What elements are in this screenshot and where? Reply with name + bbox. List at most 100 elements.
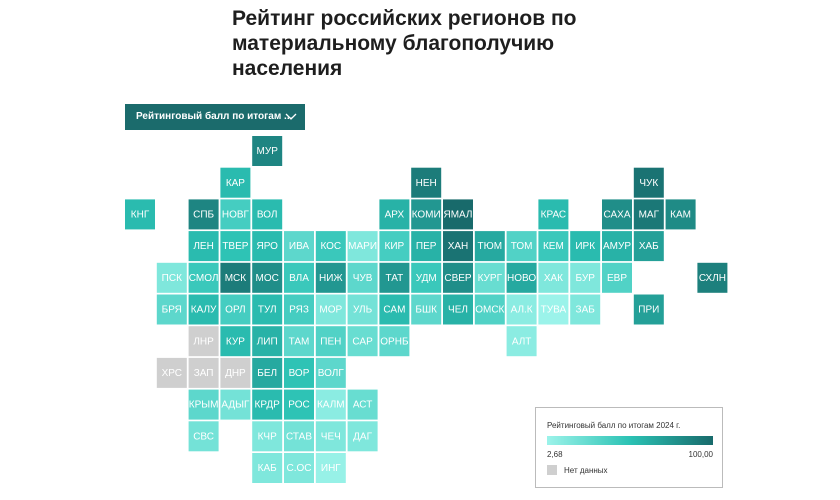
region-label: ПСК [162,273,182,284]
region-tile [633,231,664,262]
region-tile [474,231,505,262]
region-label: ОМСК [475,305,504,316]
region-label: СВЕР [444,273,472,284]
region-tile [411,262,442,293]
region-label: ОРЛ [225,305,245,316]
region-label: ЯМАЛ [443,210,472,221]
region-label: ЧУК [639,178,658,189]
region-label: ХАК [544,273,563,284]
region-tile [506,262,537,293]
region-label: ДАГ [353,431,372,442]
region-label: КАР [226,178,245,189]
region-tile [188,421,219,452]
region-label: АМУР [603,241,631,252]
region-label: МСК [225,273,247,284]
region-label: ИВА [289,241,310,252]
region-label: КУРГ [478,273,503,284]
region-tile [188,357,219,388]
legend-max: 100,00 [689,450,714,459]
region-label: ПРИ [638,305,659,316]
region-tile [156,357,187,388]
region-tile [252,262,283,293]
region-tile [443,199,473,230]
region-label: ТУВА [541,305,567,316]
region-label: НОВО [507,273,536,284]
legend-gradient [547,436,713,445]
region-label: БУР [576,273,596,284]
region-tile [188,294,219,325]
region-label: КРАС [541,210,567,221]
region-label: САХА [603,210,630,221]
region-tile [284,357,314,388]
region-tile [220,357,251,388]
region-label: ЗАП [194,368,214,379]
region-tile [252,357,283,388]
region-label: АРХ [385,210,405,221]
region-tile [284,231,314,262]
region-tile [284,294,314,325]
region-tile [315,421,346,452]
region-tile [443,231,473,262]
region-tile [347,421,378,452]
region-tile [315,262,346,293]
region-tile [156,262,187,293]
region-label: ОРНБ [380,336,409,347]
region-tile [443,262,473,293]
region-label: ТВЕР [222,241,248,252]
region-label: КИР [385,241,405,252]
dropdown-chevron [285,113,297,120]
region-tile [506,231,537,262]
region-tile [252,453,283,483]
region-tile [602,199,632,230]
page-title: Рейтинг российских регионов по материаль… [232,7,577,80]
region-label: НИЖ [319,273,343,284]
region-label: ЕВР [607,273,627,284]
region-tile [379,231,410,262]
region-label: АСТ [353,400,372,411]
region-label: ЧЕЛ [448,305,468,316]
region-tile [411,167,442,198]
region-label: ЛИП [257,336,278,347]
region-label: НЕН [416,178,437,189]
legend-min: 2,68 [547,450,563,459]
region-tile [506,294,537,325]
legend-graphic: Рейтинговый балл по итогам 2024 г. 2,68 … [547,421,714,475]
region-tile [252,136,283,166]
region-label: КУР [226,336,245,347]
region-label: КЧР [258,431,277,442]
region-tile [347,389,378,420]
region-label: МУР [257,146,279,157]
indicator-dropdown[interactable]: Рейтинговый балл по итогам ... [125,104,305,130]
legend-no-data: Нет данных [564,466,608,475]
region-label: БШК [415,305,437,316]
region-tile [220,167,251,198]
region-label: БРЯ [162,305,182,316]
region-tile [188,199,219,230]
region-tile [633,294,664,325]
region-tile [665,199,696,230]
region-label: РОС [288,400,309,411]
region-tile [602,262,632,293]
region-tile [315,389,346,420]
region-tile [506,326,537,357]
region-tile [188,389,219,420]
region-tile [474,262,505,293]
region-label: ТАМ [289,336,310,347]
legend-no-data-swatch [547,465,557,475]
region-label: КОМИ [412,210,441,221]
region-label: ТЮМ [478,241,503,252]
region-tile [411,199,442,230]
region-tile [284,453,314,483]
region-tile [315,453,346,483]
region-label: КРДР [255,400,281,411]
region-label: СХЛН [699,273,726,284]
region-tile [633,199,664,230]
region-tile [252,294,283,325]
region-tile [125,199,155,230]
region-label: БЕЛ [257,368,277,379]
region-label: КАЛМ [317,400,345,411]
region-tile [315,326,346,357]
region-tile [252,389,283,420]
region-tile [379,262,410,293]
region-label: МАРИ [348,241,377,252]
